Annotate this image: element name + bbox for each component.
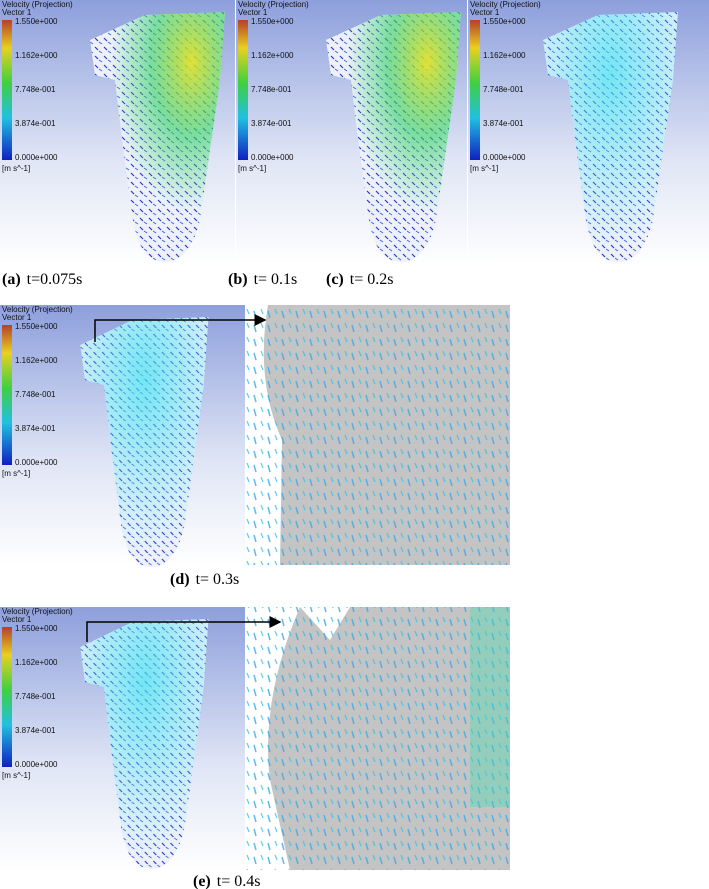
legend-tick-label: 1.162e+000 <box>483 51 526 60</box>
legend-unit: [m s^-1] <box>470 164 498 173</box>
panel: Velocity (Projection)Vector 11.550e+000 1… <box>236 0 467 265</box>
vessel-velocity <box>90 12 225 262</box>
legend-tick-label: 1.550e+000 <box>15 17 58 26</box>
legend-tick-label: 1.162e+000 <box>15 356 58 365</box>
vessel-velocity <box>543 12 678 262</box>
legend-tick-label: 0.000e+000 <box>251 153 294 162</box>
legend-subtitle: Vector 1 <box>2 313 32 322</box>
caption-label: (e) <box>193 873 211 889</box>
vessel <box>80 317 209 567</box>
legend-subtitle: Vector 1 <box>2 615 32 624</box>
legend-tick-label: 3.874e-001 <box>483 119 524 128</box>
caption-text: t=0.075s <box>27 271 83 288</box>
zoom-e-jet <box>470 607 510 807</box>
legend-tick-label: 1.162e+000 <box>15 51 58 60</box>
colorbar <box>238 20 248 160</box>
zoom-e-vectors <box>245 607 510 870</box>
caption-label: (c) <box>326 271 344 288</box>
legend-tick-label: 1.550e+000 <box>15 322 58 331</box>
legend-title: Velocity (Projection) <box>2 305 73 314</box>
legend-subtitle: Vector 1 <box>2 8 32 17</box>
panel: Velocity (Projection)Vector 11.550e+000 1… <box>0 607 245 870</box>
legend-unit: [m s^-1] <box>2 469 30 478</box>
caption-label: (d) <box>170 571 190 588</box>
legend-tick-label: 0.000e+000 <box>15 760 58 769</box>
legend-unit: [m s^-1] <box>2 771 30 780</box>
vessel-velocity <box>80 317 209 567</box>
panel: Velocity (Projection)Vector 11.550e+000 1… <box>468 0 709 265</box>
legend-tick-label: 7.748e-001 <box>251 85 292 94</box>
legend-tick-label: 1.162e+000 <box>15 658 58 667</box>
legend-tick-label: 3.874e-001 <box>251 119 292 128</box>
zoom-views <box>86 305 510 870</box>
panel: Velocity (Projection)Vector 11.550e+000 1… <box>0 0 235 265</box>
legend-unit: [m s^-1] <box>2 164 30 173</box>
vessel <box>543 12 678 262</box>
legend-subtitle: Vector 1 <box>470 8 500 17</box>
caption: (e) t= 0.4s <box>193 873 260 889</box>
caption: (a) t=0.075s <box>2 271 82 288</box>
legend-tick-label: 3.874e-001 <box>15 424 56 433</box>
legend-title: Velocity (Projection) <box>238 0 309 9</box>
legend-tick-label: 7.748e-001 <box>15 85 56 94</box>
colorbar <box>470 20 480 160</box>
caption-label: (b) <box>228 271 248 288</box>
legend-tick-label: 0.000e+000 <box>15 458 58 467</box>
zoom-arrow <box>94 314 267 342</box>
colorbar <box>2 627 12 767</box>
legend-tick-label: 0.000e+000 <box>15 153 58 162</box>
legend-unit: [m s^-1] <box>238 164 266 173</box>
legend-title: Velocity (Projection) <box>2 0 73 9</box>
vessel <box>80 619 209 869</box>
vessel <box>90 12 225 262</box>
legend-tick-label: 7.748e-001 <box>15 390 56 399</box>
legend-tick-label: 3.874e-001 <box>15 119 56 128</box>
legend-title: Velocity (Projection) <box>470 0 541 9</box>
legend-tick-label: 1.550e+000 <box>251 17 294 26</box>
caption-text: t= 0.4s <box>217 873 261 889</box>
legend-tick-label: 7.748e-001 <box>483 85 524 94</box>
caption: (d) t= 0.3s <box>170 571 239 588</box>
vessel <box>326 12 461 262</box>
legend-tick-label: 0.000e+000 <box>483 153 526 162</box>
legend-subtitle: Vector 1 <box>238 8 268 17</box>
caption-label: (a) <box>2 271 21 288</box>
legend-tick-label: 7.748e-001 <box>15 692 56 701</box>
zoom-arrow <box>86 616 282 642</box>
vessel-velocity <box>326 12 461 262</box>
vessel-velocity <box>80 619 209 869</box>
colorbar <box>2 325 12 465</box>
caption-text: t= 0.3s <box>196 571 240 588</box>
legend-title: Velocity (Projection) <box>2 607 73 616</box>
legend-tick-label: 1.550e+000 <box>483 17 526 26</box>
legend-tick-label: 1.162e+000 <box>251 51 294 60</box>
legend-tick-label: 3.874e-001 <box>15 726 56 735</box>
caption-text: t= 0.1s <box>254 271 298 288</box>
legend-tick-label: 1.550e+000 <box>15 624 58 633</box>
caption-text: t= 0.2s <box>350 271 394 288</box>
caption: (c) t= 0.2s <box>326 271 393 288</box>
caption: (b) t= 0.1s <box>228 271 297 288</box>
zoom-d-vectors <box>245 305 510 565</box>
panel: Velocity (Projection)Vector 11.550e+000 1… <box>0 305 245 567</box>
colorbar <box>2 20 12 160</box>
